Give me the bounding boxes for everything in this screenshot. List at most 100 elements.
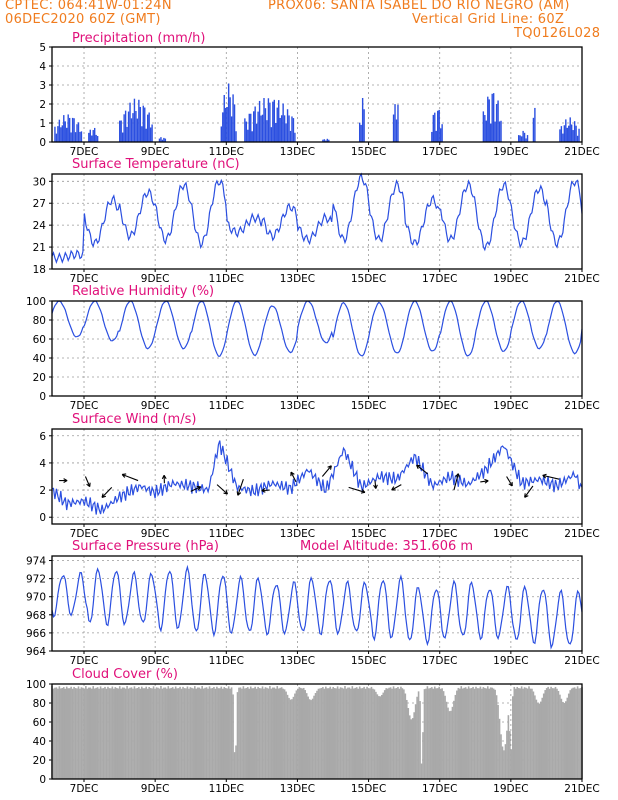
precip-bar (160, 137, 162, 142)
precip-bar (491, 93, 493, 142)
cloud-bar (149, 688, 152, 779)
cloud-bar (174, 686, 177, 779)
precip-bar (272, 101, 274, 142)
y-tick-label: 2 (39, 485, 46, 497)
y-tick-label: 0 (39, 391, 46, 403)
precip-bar (257, 111, 259, 142)
y-tick-label: 18 (33, 264, 46, 276)
cloud-bar (547, 686, 549, 779)
cloud-bar (389, 687, 392, 779)
cloud-bar (58, 686, 61, 779)
cloud-bar (79, 688, 81, 779)
cloud-bar (410, 719, 413, 779)
cloud-bar (252, 688, 255, 779)
cloud-bar (379, 696, 382, 779)
cloud-bar (445, 701, 448, 779)
precip-bar (562, 133, 564, 142)
x-tick-label: 19DEC (493, 400, 528, 412)
cloud-bar (269, 686, 271, 779)
precip-bar (292, 118, 295, 142)
precip-bar (254, 106, 256, 142)
y-tick-label: 80 (33, 698, 46, 710)
cloud-bar (191, 687, 193, 779)
precip-bar (244, 118, 246, 142)
precip-bar (484, 115, 486, 142)
cloud-bar (90, 688, 93, 779)
cloud-bar (202, 688, 205, 779)
x-tick-label: 7DEC (70, 146, 99, 158)
cloud-bar (376, 694, 379, 779)
y-tick-label: 60 (33, 717, 46, 729)
cloud-bar (227, 686, 230, 779)
cloud-bar (570, 688, 573, 779)
x-tick-label: 19DEC (493, 273, 528, 285)
cloud-bar (404, 693, 407, 779)
precip-bar (291, 116, 293, 142)
cloud-bar (157, 687, 159, 779)
y-tick-label: 20 (33, 755, 46, 767)
x-tick-label: 9DEC (141, 146, 170, 158)
cloud-bar (170, 687, 173, 779)
wind-arrow (321, 465, 332, 477)
cloud-bar (382, 692, 385, 779)
precip-bar (79, 131, 81, 142)
precip-bar (517, 135, 520, 142)
precip-bar (273, 99, 276, 142)
cloud-bar (146, 688, 149, 779)
cloud-bar (264, 687, 267, 779)
x-tick-label: 15DEC (351, 528, 386, 540)
cloud-bar (316, 690, 318, 779)
wind-arrow-head (416, 464, 419, 470)
cloud-bar (422, 732, 424, 779)
precip-bar (93, 127, 96, 142)
cloud-bar (110, 688, 112, 779)
cloud-bar (401, 688, 404, 779)
precip-bar (164, 138, 167, 142)
model-id: TQ0126L028 (514, 26, 601, 41)
precip-bar (57, 126, 59, 142)
precip-bar (325, 140, 327, 142)
precip-bar (229, 97, 231, 142)
precip-bar (80, 131, 83, 142)
wind-arrow-head (508, 483, 513, 487)
precip-bar (260, 115, 262, 142)
cloud-bar (151, 688, 153, 779)
cloud-bar (488, 688, 491, 779)
y-tick-label: 21 (33, 242, 46, 254)
cloud-bar (118, 686, 121, 779)
precip-bar (145, 128, 147, 142)
wind-arrow (290, 471, 297, 483)
cloud-bar (232, 694, 234, 779)
precip-bar (63, 115, 65, 142)
panel-title: Cloud Cover (%) (72, 667, 178, 682)
precip-bar (124, 110, 127, 142)
y-tick-label: 968 (26, 610, 46, 622)
x-tick-label: 15DEC (351, 400, 386, 412)
wind-arrow-head (225, 490, 228, 495)
precip-bar (439, 128, 442, 142)
cloud-bar (319, 688, 321, 779)
cloud-bar (261, 686, 264, 779)
cloud-bar (217, 688, 220, 779)
cloud-bar (189, 687, 192, 779)
panel-title: Surface Wind (m/s) (72, 412, 196, 427)
wind-arrow-head (197, 486, 202, 491)
panel-6: Cloud Cover (%) 0 20 40 60 80 100 7DEC 9DEC 11DEC… (26, 667, 600, 795)
x-tick-label: 19DEC (493, 655, 528, 667)
cloud-bar (93, 688, 96, 779)
precip-bar (395, 119, 398, 142)
cloud-bar (395, 688, 398, 779)
cloud-bar (208, 686, 211, 779)
panel-title: Relative Humidity (%) (72, 284, 214, 299)
cloud-bar (216, 686, 218, 779)
precip-bar (252, 111, 255, 142)
cloud-bar (385, 688, 387, 779)
cloud-bar (152, 686, 155, 779)
cloud-bar (62, 687, 65, 779)
y-tick-label: 4 (39, 61, 46, 73)
cloud-bar (361, 688, 364, 779)
precip-bar (566, 127, 568, 142)
cloud-bar (322, 687, 324, 779)
wind-arrow (348, 486, 366, 493)
precip-bar (572, 130, 574, 142)
